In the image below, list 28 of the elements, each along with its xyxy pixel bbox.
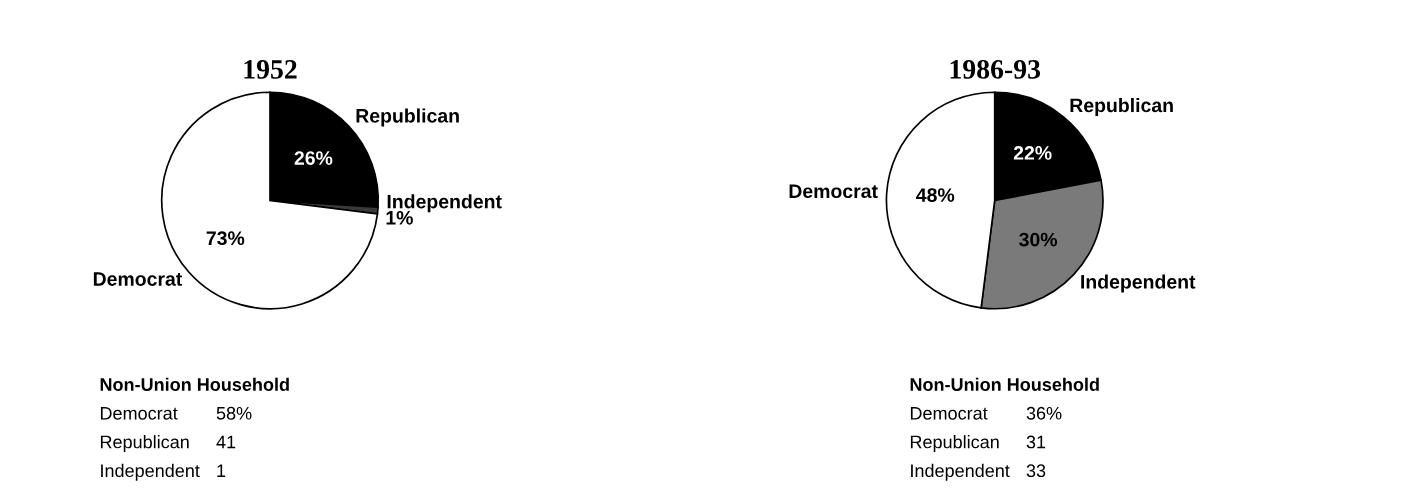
data-label: 26% xyxy=(294,151,333,165)
text: 36% xyxy=(1026,406,1062,420)
text: 31 xyxy=(1026,435,1046,449)
data-label: 30% xyxy=(1019,232,1058,247)
text: 1 xyxy=(217,464,226,477)
text: Republican xyxy=(100,435,189,452)
text: Independent xyxy=(911,463,1010,481)
data-label: 1% xyxy=(386,210,413,225)
text: 58% xyxy=(216,406,252,420)
slice-label: Republican xyxy=(1070,97,1173,117)
data-label: 73% xyxy=(206,231,245,246)
text: Non-Union Household xyxy=(100,377,289,391)
text: 41 xyxy=(216,435,236,449)
chart-title: 1952 xyxy=(244,60,297,79)
data-label: 48% xyxy=(916,188,955,202)
chart-title: 1986-93 xyxy=(950,59,1041,79)
slice-label: Independent xyxy=(387,194,502,213)
text: Non-Union Household xyxy=(910,377,1099,391)
slice-label: Democrat xyxy=(789,184,878,199)
text: Democrat xyxy=(100,407,178,420)
text: Democrat xyxy=(910,407,988,420)
slice-label: Republican xyxy=(356,108,459,127)
slice-label: Democrat xyxy=(93,272,183,286)
text: Republican xyxy=(910,435,999,452)
text: 33 xyxy=(1026,464,1046,478)
data-label: 22% xyxy=(1013,146,1052,160)
text: Independent xyxy=(101,463,200,481)
slice-label: Independent xyxy=(1081,274,1196,293)
